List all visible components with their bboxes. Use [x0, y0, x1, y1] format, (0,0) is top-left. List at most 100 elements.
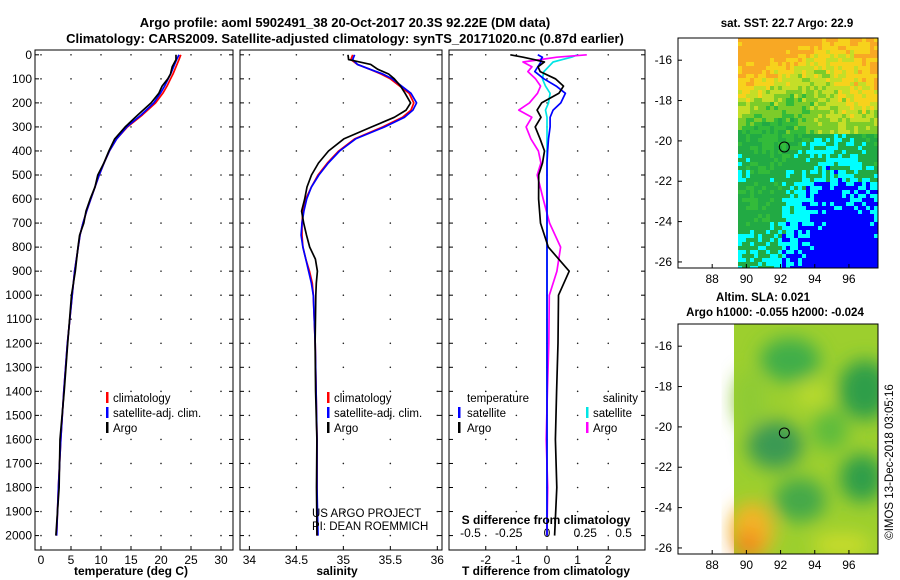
- sst-cell: [802, 266, 806, 268]
- sst-cell: [838, 182, 842, 186]
- sst-cell: [750, 170, 754, 174]
- sst-cell: [838, 150, 842, 154]
- sst-cell: [826, 154, 830, 158]
- sst-cell: [774, 226, 778, 230]
- sst-cell: [790, 122, 794, 126]
- sst-cell: [806, 194, 810, 198]
- sst-cell: [786, 178, 790, 182]
- sst-cell: [870, 46, 874, 50]
- sst-cell: [742, 74, 746, 78]
- sst-cell: [790, 222, 794, 226]
- sst-cell: [838, 54, 842, 58]
- sst-cell: [838, 254, 842, 258]
- sst-cell: [778, 250, 782, 254]
- sst-cell: [746, 238, 750, 242]
- sst-cell: [766, 250, 770, 254]
- sst-cell: [826, 90, 830, 94]
- sst-cell: [834, 66, 838, 70]
- sst-cell: [874, 138, 878, 142]
- x-tick-label: 5: [68, 553, 75, 567]
- sst-cell: [874, 50, 878, 54]
- sst-cell: [738, 226, 742, 230]
- sst-cell: [806, 162, 810, 166]
- sst-cell: [802, 38, 806, 42]
- sst-cell: [870, 90, 874, 94]
- sst-cell: [738, 266, 742, 268]
- sst-cell: [834, 226, 838, 230]
- sst-cell: [838, 138, 842, 142]
- sst-cell: [750, 42, 754, 46]
- sst-cell: [738, 238, 742, 242]
- sst-cell: [806, 42, 810, 46]
- depth-tick-label: 0: [25, 48, 32, 62]
- sst-cell: [758, 230, 762, 234]
- sst-cell: [842, 218, 846, 222]
- sst-cell: [834, 118, 838, 122]
- depth-tick-label: 400: [12, 144, 32, 158]
- sst-cell: [822, 266, 826, 268]
- sst-cell: [814, 214, 818, 218]
- sst-cell: [802, 126, 806, 130]
- sst-cell: [798, 90, 802, 94]
- sst-cell: [758, 62, 762, 66]
- sst-cell: [762, 62, 766, 66]
- sst-cell: [758, 166, 762, 170]
- sst-cell: [850, 218, 854, 222]
- sst-cell: [754, 94, 758, 98]
- sst-cell: [810, 46, 814, 50]
- map-x-tick-label: 96: [842, 272, 856, 286]
- sst-cell: [850, 254, 854, 258]
- sst-cell: [802, 46, 806, 50]
- sst-cell: [846, 202, 850, 206]
- sst-cell: [766, 226, 770, 230]
- sst-cell: [766, 98, 770, 102]
- sst-cell: [786, 254, 790, 258]
- sst-cell: [866, 234, 870, 238]
- sst-cell: [778, 178, 782, 182]
- sst-cell: [810, 238, 814, 242]
- sst-cell: [786, 158, 790, 162]
- sst-cell: [874, 94, 878, 98]
- sst-cell: [746, 94, 750, 98]
- sst-cell: [830, 146, 834, 150]
- sst-cell: [818, 94, 822, 98]
- sst-cell: [746, 90, 750, 94]
- sst-cell: [834, 218, 838, 222]
- sst-cell: [814, 58, 818, 62]
- sst-cell: [866, 170, 870, 174]
- sst-cell: [870, 166, 874, 170]
- sst-cell: [866, 86, 870, 90]
- sst-cell: [838, 222, 842, 226]
- sst-cell: [866, 154, 870, 158]
- sst-cell: [874, 58, 878, 62]
- map-y-tick-label: -16: [655, 53, 673, 67]
- sst-cell: [810, 146, 814, 150]
- sst-cell: [770, 190, 774, 194]
- sst-cell: [866, 110, 870, 114]
- sst-cell: [830, 218, 834, 222]
- sst-cell: [862, 206, 866, 210]
- sst-cell: [862, 134, 866, 138]
- sst-cell: [754, 150, 758, 154]
- sst-cell: [866, 122, 870, 126]
- sst-cell: [786, 194, 790, 198]
- sst-cell: [746, 134, 750, 138]
- sst-cell: [750, 162, 754, 166]
- sst-cell: [766, 214, 770, 218]
- sst-cell: [794, 238, 798, 242]
- sst-cell: [746, 170, 750, 174]
- sst-cell: [874, 102, 878, 106]
- sst-cell: [774, 194, 778, 198]
- sst-cell: [758, 106, 762, 110]
- sst-cell: [774, 158, 778, 162]
- sst-cell: [750, 106, 754, 110]
- sst-cell: [754, 138, 758, 142]
- sst-cell: [802, 50, 806, 54]
- sst-cell: [854, 154, 858, 158]
- sst-cell: [774, 258, 778, 262]
- sst-cell: [742, 138, 746, 142]
- map-y-tick-label: -22: [655, 174, 673, 188]
- sst-cell: [858, 38, 862, 42]
- sst-cell: [814, 90, 818, 94]
- sst-cell: [810, 246, 814, 250]
